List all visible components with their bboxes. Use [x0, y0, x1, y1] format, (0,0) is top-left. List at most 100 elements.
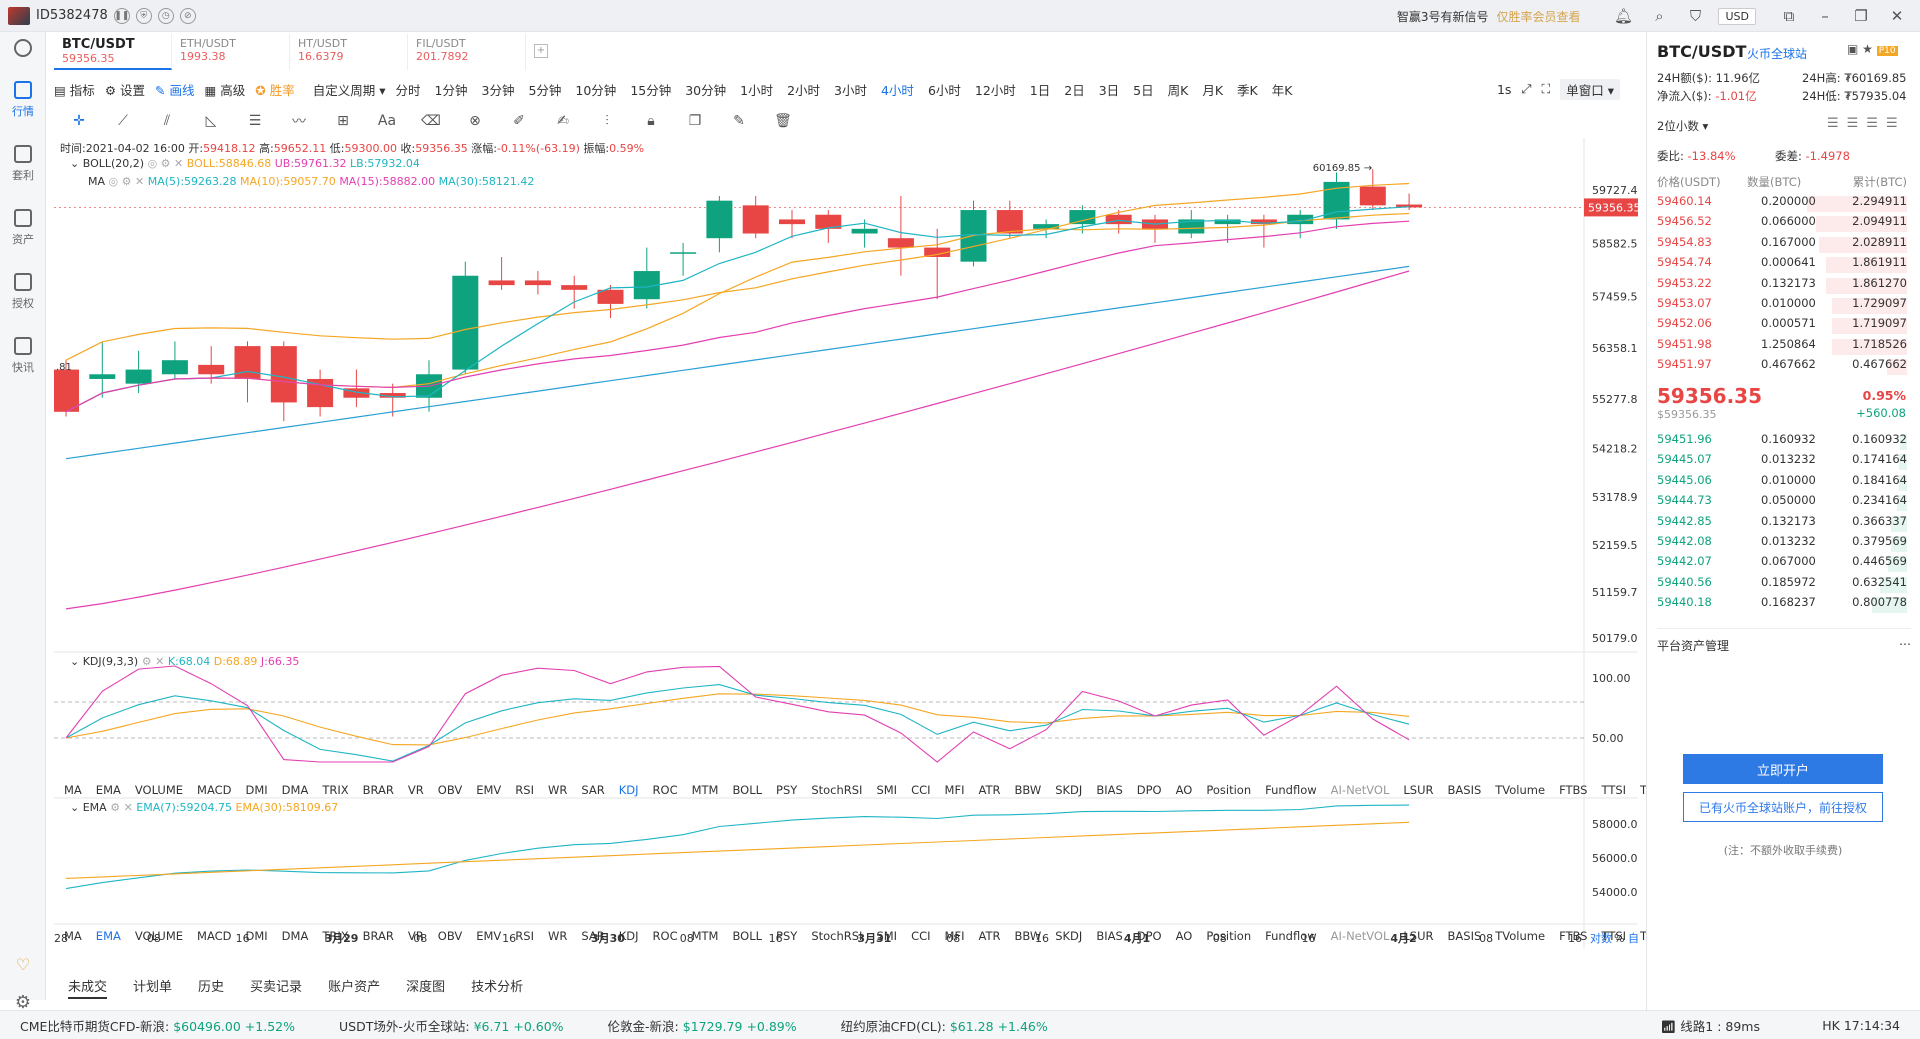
platform-assets[interactable]: 平台资产管理 ⋯	[1657, 628, 1911, 654]
ask-row[interactable]: 59453.22 0.132173 1.861270	[1657, 276, 1907, 296]
nav-item[interactable]: 行情	[0, 68, 46, 132]
bars-icon[interactable]: ⫶	[605, 113, 609, 129]
symbol-tab[interactable]: BTC/USDT 59356.35	[54, 34, 172, 70]
indicator-option[interactable]: BBW	[1014, 783, 1042, 797]
settings-icon[interactable]: ⚙	[14, 991, 32, 1013]
indicator-option[interactable]: OBV	[437, 929, 463, 943]
indicator-option[interactable]: EMA	[95, 929, 121, 943]
add-tab-icon[interactable]: +	[534, 44, 548, 58]
period-option[interactable]: 月K	[1202, 82, 1224, 98]
collapse-icon[interactable]: ⌄	[70, 801, 80, 814]
open-account-button[interactable]: 立即开户	[1683, 754, 1883, 784]
bottom-tab[interactable]: 技术分析	[471, 980, 524, 995]
nav-item[interactable]: 快讯	[0, 324, 46, 388]
indicator-option[interactable]: TTSI	[1601, 929, 1627, 943]
close-icon[interactable]: ✕	[135, 175, 145, 188]
indicator-button[interactable]: ▤ 指标	[54, 82, 95, 98]
period-option[interactable]: 4小时	[880, 82, 914, 98]
pen-icon[interactable]: ✍	[557, 113, 569, 129]
period-option[interactable]: 分时	[395, 82, 421, 98]
indicator-option[interactable]: VR	[407, 929, 424, 943]
indicator-option[interactable]: MA	[64, 783, 82, 797]
nav-item[interactable]: 资产	[0, 196, 46, 260]
indicator-option[interactable]: SAR	[581, 929, 605, 943]
rect-icon[interactable]: ⊞	[337, 113, 349, 129]
period-option[interactable]: 15分钟	[630, 82, 672, 98]
indicator-option[interactable]: BIAS	[1096, 929, 1123, 943]
period-option[interactable]: 12小时	[974, 82, 1016, 98]
trash-icon[interactable]: 🗑︎	[774, 113, 792, 129]
minimize-icon[interactable]: –	[1821, 7, 1829, 25]
bottom-tab[interactable]: 买卖记录	[250, 980, 303, 995]
indicator-option[interactable]: PSY	[776, 783, 798, 797]
bid-row[interactable]: 59440.56 0.185972 0.632541	[1657, 575, 1907, 595]
indicator-option[interactable]: SAR	[581, 783, 605, 797]
period-option[interactable]: 5分钟	[528, 82, 562, 98]
indicator-option[interactable]: LSUR	[1403, 783, 1434, 797]
bid-row[interactable]: 59444.73 0.050000 0.234164	[1657, 493, 1907, 513]
settings-button[interactable]: ⚙ 设置	[104, 82, 146, 98]
bottom-tab[interactable]: 账户资产	[328, 980, 381, 995]
pct-toggle[interactable]: %	[1614, 932, 1624, 945]
indicator-option[interactable]: MA	[64, 929, 82, 943]
parallel-icon[interactable]: ⫽	[163, 113, 171, 129]
indicator-option[interactable]: Position	[1206, 783, 1252, 797]
indicator-option[interactable]: DMA	[281, 783, 309, 797]
indicator-option[interactable]: ROC	[652, 783, 678, 797]
indicator-option[interactable]: CCI	[911, 929, 931, 943]
shirt-icon[interactable]: ⛉	[1689, 7, 1702, 25]
member-hint[interactable]: 仅胜率会员查看	[1496, 9, 1581, 24]
gear-icon[interactable]: ⚙	[121, 175, 132, 188]
close-icon[interactable]: ✕	[1890, 7, 1904, 25]
indicator-option[interactable]: SKDJ	[1055, 929, 1083, 943]
search-icon[interactable]: ⌕	[1655, 7, 1664, 25]
indicator-option[interactable]: MACD	[197, 783, 232, 797]
period-option[interactable]: 1日	[1029, 82, 1051, 98]
bid-row[interactable]: 59442.85 0.132173 0.366337	[1657, 514, 1907, 534]
ask-row[interactable]: 59456.52 0.066000 2.094911	[1657, 214, 1907, 234]
close-icon[interactable]: ✕	[174, 157, 184, 170]
gear-icon[interactable]: ⚙	[141, 655, 152, 668]
indicator-option[interactable]: AI-NetVOL	[1330, 783, 1390, 797]
bid-row[interactable]: 59442.07 0.067000 0.446569	[1657, 554, 1907, 574]
gear-icon[interactable]: ⚙	[160, 157, 171, 170]
advanced-button[interactable]: ▦ 高级	[204, 82, 246, 98]
indicator-option[interactable]: VR	[407, 783, 424, 797]
ticker[interactable]: 伦敦金-新浪: $1729.79 +0.89%	[608, 1016, 797, 1035]
log-toggle[interactable]: 对数	[1590, 931, 1612, 945]
indicator-option[interactable]: WR	[547, 783, 568, 797]
bid-row[interactable]: 59445.07 0.013232 0.174164	[1657, 452, 1907, 472]
winrate-button[interactable]: ✪ 胜率	[255, 82, 295, 98]
eraser-icon[interactable]: ⌫	[421, 113, 441, 129]
period-option[interactable]: 3分钟	[481, 82, 515, 98]
trendline-icon[interactable]: ⟋	[118, 113, 128, 129]
ask-row[interactable]: 59452.06 0.000571 1.719097	[1657, 316, 1907, 336]
wave-icon[interactable]: 〰	[292, 114, 306, 130]
indicator-option[interactable]: BOLL	[732, 929, 763, 943]
bell-icon[interactable]: 🔔︎	[1613, 7, 1633, 25]
authorize-button[interactable]: 已有火币全球站账户，前往授权	[1683, 792, 1883, 822]
period-option[interactable]: 10分钟	[575, 82, 617, 98]
browser-icon[interactable]	[0, 32, 46, 68]
nav-item[interactable]: 套利	[0, 132, 46, 196]
ticker[interactable]: 纽约原油CFD(CL): $61.28 +1.46%	[841, 1016, 1048, 1035]
period-option[interactable]: 2日	[1064, 82, 1085, 98]
indicator-option[interactable]: KDJ	[618, 783, 639, 797]
signal-notice[interactable]: 智赢3号有新信号	[1396, 9, 1489, 24]
indicator-option[interactable]: BASIS	[1447, 783, 1482, 797]
ask-row[interactable]: 59453.07 0.010000 1.729097	[1657, 296, 1907, 316]
view-icons[interactable]: ☰☰☰☰	[1827, 116, 1906, 131]
indicator-option[interactable]: MTM	[691, 929, 719, 943]
period-option[interactable]: 周K	[1167, 82, 1189, 98]
indicator-option[interactable]: MFI	[944, 783, 965, 797]
symbol-tab[interactable]: ETH/USDT 1993.38	[172, 34, 290, 70]
indicator-option[interactable]: PSY	[776, 929, 798, 943]
draw-button[interactable]: ✎ 画线	[155, 82, 195, 98]
indicator-option[interactable]: FTBS	[1559, 929, 1588, 943]
bottom-tab[interactable]: 历史	[198, 980, 225, 995]
indicator-option[interactable]: BASIS	[1447, 929, 1482, 943]
indicator-option[interactable]: RSI	[515, 783, 534, 797]
auto-toggle[interactable]: 自动	[1628, 932, 1638, 945]
indicator-option[interactable]: CCI	[911, 783, 931, 797]
indicator-option[interactable]: StochRSI	[811, 929, 863, 943]
